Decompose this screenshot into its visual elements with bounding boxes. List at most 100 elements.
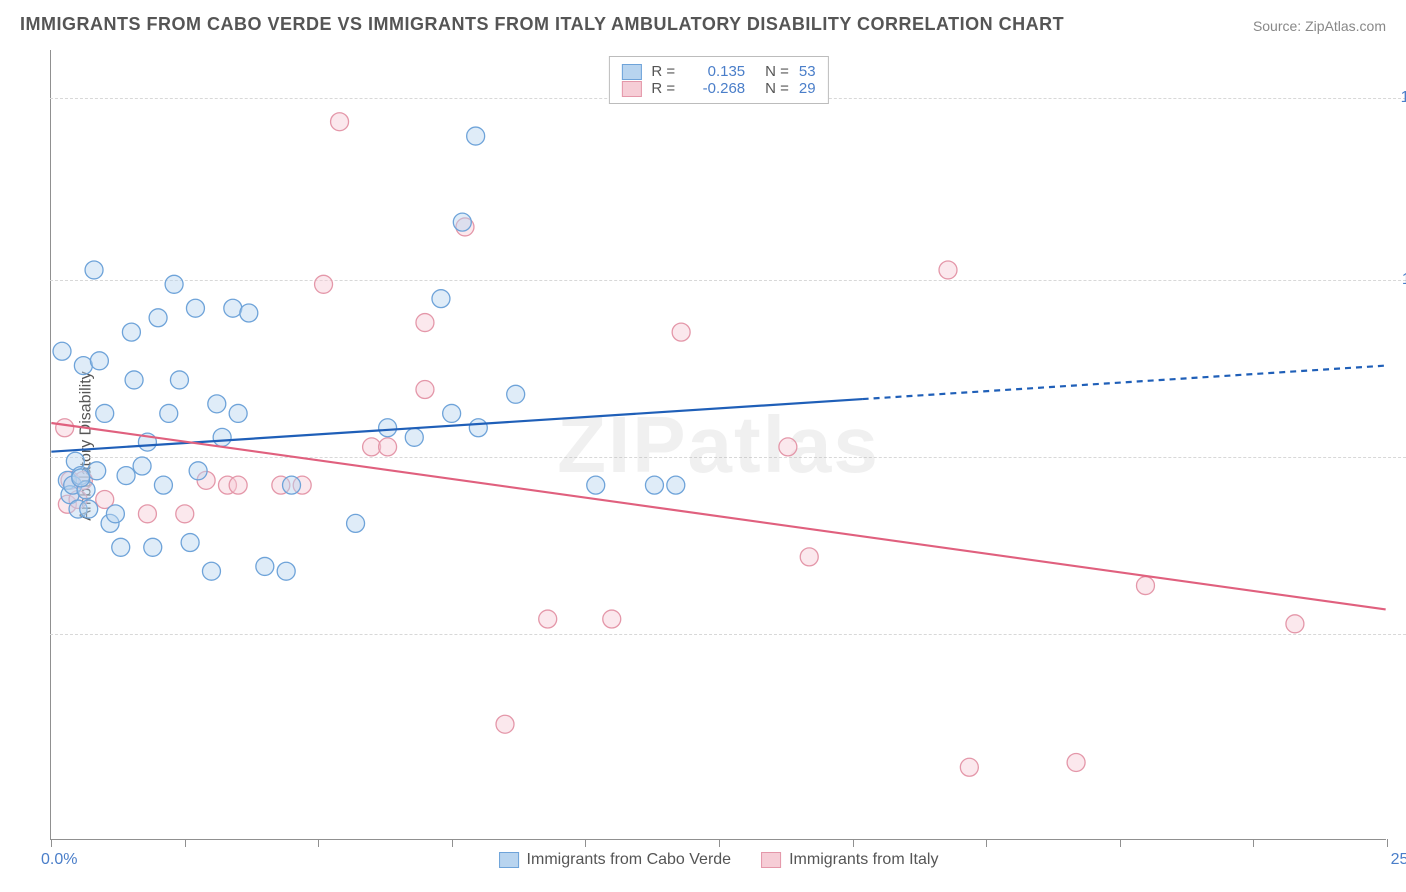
data-point xyxy=(800,548,818,566)
data-point xyxy=(283,476,301,494)
data-point xyxy=(53,342,71,360)
data-point xyxy=(106,505,124,523)
data-point xyxy=(960,758,978,776)
data-point xyxy=(507,385,525,403)
legend-bottom-swatch-2 xyxy=(761,852,781,868)
data-point xyxy=(379,438,397,456)
data-point xyxy=(277,562,295,580)
chart-title: IMMIGRANTS FROM CABO VERDE VS IMMIGRANTS… xyxy=(20,14,1064,35)
data-point xyxy=(405,428,423,446)
legend-bottom: Immigrants from Cabo Verde Immigrants fr… xyxy=(499,851,939,869)
plot-svg xyxy=(51,50,1386,839)
data-point xyxy=(80,500,98,518)
x-tick xyxy=(185,839,186,847)
x-axis-min-label: 0.0% xyxy=(41,851,77,869)
data-point xyxy=(467,127,485,145)
legend-swatch-series1 xyxy=(621,64,641,80)
r-label-2: R = xyxy=(651,80,675,97)
data-point xyxy=(170,371,188,389)
legend-row-series2: R = -0.268 N = 29 xyxy=(621,80,815,97)
legend-bottom-label-2: Immigrants from Italy xyxy=(789,851,938,869)
data-point xyxy=(587,476,605,494)
data-point xyxy=(1286,615,1304,633)
x-tick xyxy=(853,839,854,847)
data-point xyxy=(229,476,247,494)
data-point xyxy=(315,275,333,293)
x-tick xyxy=(719,839,720,847)
data-point xyxy=(539,610,557,628)
data-point xyxy=(603,610,621,628)
data-point xyxy=(645,476,663,494)
x-tick xyxy=(585,839,586,847)
data-point xyxy=(779,438,797,456)
x-tick xyxy=(452,839,453,847)
data-point xyxy=(347,514,365,532)
n-label-1: N = xyxy=(765,63,789,80)
r-label-1: R = xyxy=(651,63,675,80)
data-point xyxy=(331,113,349,131)
n-label-2: N = xyxy=(765,80,789,97)
legend-item-series1: Immigrants from Cabo Verde xyxy=(499,851,732,869)
data-point xyxy=(416,381,434,399)
y-tick-label: 11.2% xyxy=(1391,271,1406,289)
data-point xyxy=(96,404,114,422)
data-point xyxy=(85,261,103,279)
data-point xyxy=(939,261,957,279)
data-point xyxy=(363,438,381,456)
r-value-1: 0.135 xyxy=(685,63,745,80)
y-tick-label: 15.0% xyxy=(1391,89,1406,107)
legend-row-series1: R = 0.135 N = 53 xyxy=(621,63,815,80)
data-point xyxy=(88,462,106,480)
x-tick xyxy=(1120,839,1121,847)
trend-line xyxy=(51,423,1385,609)
x-tick xyxy=(51,839,52,847)
x-tick xyxy=(986,839,987,847)
data-point xyxy=(154,476,172,494)
data-point xyxy=(224,299,242,317)
data-point xyxy=(138,505,156,523)
data-point xyxy=(125,371,143,389)
legend-stats: R = 0.135 N = 53 R = -0.268 N = 29 xyxy=(608,56,828,104)
y-tick-label: 7.5% xyxy=(1391,448,1406,466)
y-tick-label: 3.8% xyxy=(1391,625,1406,643)
legend-bottom-label-1: Immigrants from Cabo Verde xyxy=(527,851,732,869)
data-point xyxy=(74,357,92,375)
data-point xyxy=(379,419,397,437)
data-point xyxy=(208,395,226,413)
data-point xyxy=(90,352,108,370)
data-point xyxy=(667,476,685,494)
n-value-2: 29 xyxy=(799,80,816,97)
data-point xyxy=(176,505,194,523)
data-point xyxy=(443,404,461,422)
data-point xyxy=(186,299,204,317)
data-point xyxy=(416,314,434,332)
data-point xyxy=(496,715,514,733)
data-point xyxy=(165,275,183,293)
data-point xyxy=(189,462,207,480)
data-point xyxy=(56,419,74,437)
data-point xyxy=(72,469,90,487)
data-point xyxy=(122,323,140,341)
data-point xyxy=(240,304,258,322)
data-point xyxy=(229,404,247,422)
data-point xyxy=(144,538,162,556)
data-point xyxy=(149,309,167,327)
data-point xyxy=(432,290,450,308)
chart-container: IMMIGRANTS FROM CABO VERDE VS IMMIGRANTS… xyxy=(0,0,1406,892)
data-point xyxy=(1136,577,1154,595)
source-label: Source: ZipAtlas.com xyxy=(1253,18,1386,34)
legend-bottom-swatch-1 xyxy=(499,852,519,868)
data-point xyxy=(112,538,130,556)
x-axis-max-label: 25.0% xyxy=(1391,851,1406,869)
legend-item-series2: Immigrants from Italy xyxy=(761,851,938,869)
data-point xyxy=(160,404,178,422)
r-value-2: -0.268 xyxy=(685,80,745,97)
n-value-1: 53 xyxy=(799,63,816,80)
data-point xyxy=(469,419,487,437)
data-point xyxy=(256,557,274,575)
data-point xyxy=(453,213,471,231)
x-tick xyxy=(1387,839,1388,847)
data-point xyxy=(672,323,690,341)
x-tick xyxy=(318,839,319,847)
data-point xyxy=(213,428,231,446)
